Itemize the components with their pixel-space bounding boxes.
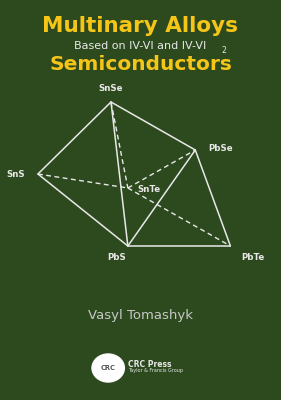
Text: CRC Press: CRC Press (128, 360, 171, 369)
Ellipse shape (92, 354, 124, 382)
Text: PbS: PbS (107, 253, 126, 262)
Text: PbTe: PbTe (242, 253, 265, 262)
Text: Vasyl Tomashyk: Vasyl Tomashyk (88, 310, 193, 322)
Text: Based on IV-VI and IV-VI: Based on IV-VI and IV-VI (74, 41, 207, 51)
Text: SnSe: SnSe (99, 84, 123, 93)
Text: CRC: CRC (101, 365, 115, 371)
Text: Semiconductors: Semiconductors (49, 55, 232, 74)
Text: SnTe: SnTe (138, 186, 161, 194)
Text: 2: 2 (221, 46, 226, 55)
Text: Taylor & Francis Group: Taylor & Francis Group (128, 368, 183, 373)
Text: PbSe: PbSe (208, 144, 233, 153)
Text: Multinary Alloys: Multinary Alloys (42, 16, 239, 36)
Text: SnS: SnS (7, 170, 25, 178)
